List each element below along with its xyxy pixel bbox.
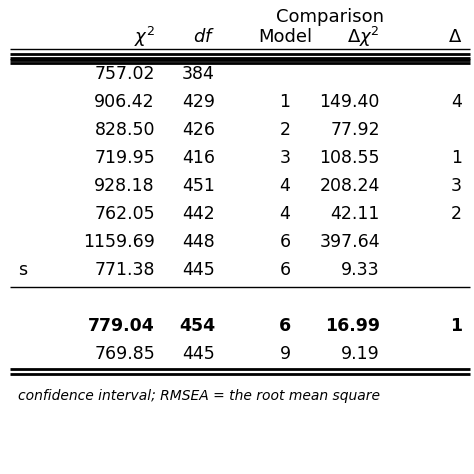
Text: 4: 4 <box>280 205 291 223</box>
Text: 2: 2 <box>451 205 462 223</box>
Text: 762.05: 762.05 <box>94 205 155 223</box>
Text: 4: 4 <box>451 93 462 111</box>
Text: 1: 1 <box>451 149 462 167</box>
Text: Model: Model <box>258 28 312 46</box>
Text: 6: 6 <box>279 317 291 335</box>
Text: 442: 442 <box>182 205 215 223</box>
Text: s: s <box>18 261 27 279</box>
Text: 1: 1 <box>280 93 291 111</box>
Text: 384: 384 <box>182 65 215 83</box>
Text: $df$: $df$ <box>193 28 215 46</box>
Text: 426: 426 <box>182 121 215 139</box>
Text: 3: 3 <box>451 177 462 195</box>
Text: 397.64: 397.64 <box>319 233 380 251</box>
Text: 4: 4 <box>280 177 291 195</box>
Text: 16.99: 16.99 <box>325 317 380 335</box>
Text: $\Delta\chi^2$: $\Delta\chi^2$ <box>347 25 380 49</box>
Text: 429: 429 <box>182 93 215 111</box>
Text: 9.33: 9.33 <box>341 261 380 279</box>
Text: 454: 454 <box>179 317 215 335</box>
Text: 779.04: 779.04 <box>88 317 155 335</box>
Text: 108.55: 108.55 <box>319 149 380 167</box>
Text: 1: 1 <box>450 317 462 335</box>
Text: 9.19: 9.19 <box>341 345 380 363</box>
Text: 928.18: 928.18 <box>94 177 155 195</box>
Text: 445: 445 <box>182 261 215 279</box>
Text: 769.85: 769.85 <box>94 345 155 363</box>
Text: 771.38: 771.38 <box>94 261 155 279</box>
Text: 208.24: 208.24 <box>319 177 380 195</box>
Text: 445: 445 <box>182 345 215 363</box>
Text: 42.11: 42.11 <box>331 205 380 223</box>
Text: 451: 451 <box>182 177 215 195</box>
Text: $\chi^2$: $\chi^2$ <box>134 25 155 49</box>
Text: 1159.69: 1159.69 <box>83 233 155 251</box>
Text: 6: 6 <box>280 233 291 251</box>
Text: 416: 416 <box>182 149 215 167</box>
Text: 77.92: 77.92 <box>330 121 380 139</box>
Text: 719.95: 719.95 <box>94 149 155 167</box>
Text: 149.40: 149.40 <box>319 93 380 111</box>
Text: 828.50: 828.50 <box>94 121 155 139</box>
Text: $\Delta$: $\Delta$ <box>448 28 462 46</box>
Text: 3: 3 <box>280 149 291 167</box>
Text: 6: 6 <box>280 261 291 279</box>
Text: 906.42: 906.42 <box>94 93 155 111</box>
Text: 448: 448 <box>182 233 215 251</box>
Text: confidence interval; RMSEA = the root mean square: confidence interval; RMSEA = the root me… <box>18 390 380 403</box>
Text: 2: 2 <box>280 121 291 139</box>
Text: 757.02: 757.02 <box>94 65 155 83</box>
Text: 9: 9 <box>280 345 291 363</box>
Text: Comparison: Comparison <box>276 8 384 26</box>
